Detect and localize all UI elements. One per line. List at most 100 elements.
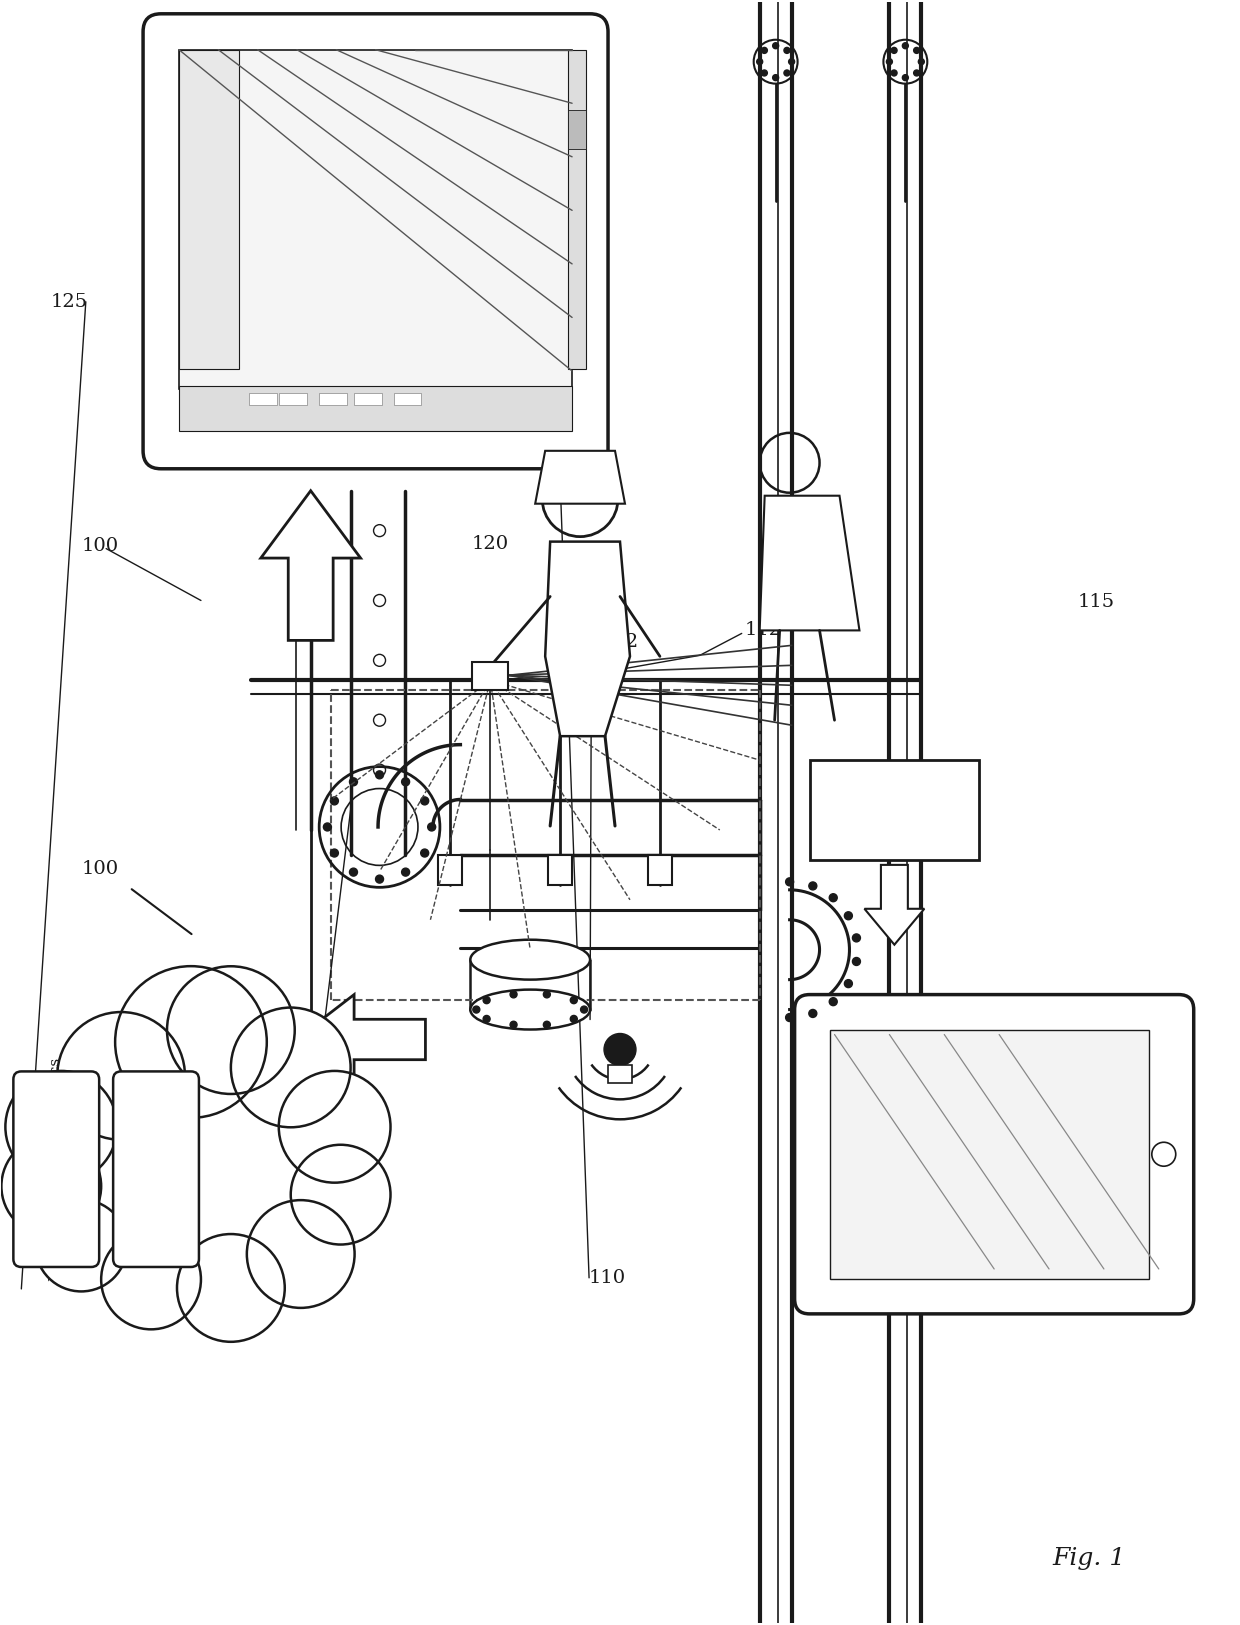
Bar — [649, 855, 672, 886]
Polygon shape — [546, 541, 630, 736]
Circle shape — [808, 882, 817, 891]
Text: 110: 110 — [589, 1269, 626, 1287]
Circle shape — [376, 770, 383, 778]
Circle shape — [887, 58, 893, 65]
Polygon shape — [760, 496, 859, 630]
Bar — [608, 1066, 632, 1084]
FancyBboxPatch shape — [113, 1071, 198, 1268]
FancyBboxPatch shape — [14, 1071, 99, 1268]
Text: 105: 105 — [317, 1076, 353, 1094]
Circle shape — [330, 796, 339, 804]
Circle shape — [231, 1008, 351, 1128]
Circle shape — [773, 75, 779, 81]
Circle shape — [903, 75, 909, 81]
Bar — [439, 855, 463, 886]
Circle shape — [350, 778, 357, 786]
Text: Data Modeling and Analytics: Data Modeling and Analytics — [50, 1058, 63, 1280]
Circle shape — [420, 848, 429, 856]
Polygon shape — [295, 994, 425, 1084]
Circle shape — [786, 1014, 794, 1022]
Circle shape — [472, 1006, 480, 1012]
Bar — [548, 855, 572, 886]
Bar — [393, 393, 422, 405]
Circle shape — [420, 796, 429, 804]
Circle shape — [570, 996, 578, 1004]
Bar — [279, 393, 306, 405]
Circle shape — [102, 1230, 201, 1329]
Circle shape — [914, 47, 920, 54]
Circle shape — [852, 934, 861, 942]
Circle shape — [892, 70, 897, 76]
Circle shape — [844, 980, 852, 988]
Text: 125: 125 — [51, 292, 88, 310]
Bar — [472, 663, 508, 691]
Bar — [179, 387, 572, 431]
Circle shape — [247, 1201, 355, 1308]
Circle shape — [570, 1016, 578, 1022]
Circle shape — [115, 967, 267, 1118]
Circle shape — [543, 1020, 551, 1029]
Circle shape — [808, 1009, 817, 1017]
Circle shape — [510, 991, 517, 998]
Circle shape — [852, 957, 861, 965]
Circle shape — [330, 848, 339, 856]
Polygon shape — [536, 450, 625, 504]
Circle shape — [761, 47, 768, 54]
Circle shape — [914, 70, 920, 76]
Circle shape — [402, 778, 409, 786]
Circle shape — [786, 878, 794, 886]
Circle shape — [773, 42, 779, 49]
Circle shape — [57, 1012, 185, 1139]
Circle shape — [844, 912, 852, 920]
Circle shape — [761, 70, 768, 76]
Circle shape — [35, 1199, 128, 1292]
Circle shape — [784, 47, 790, 54]
Circle shape — [5, 1071, 117, 1183]
Text: Fig. 1: Fig. 1 — [1053, 1547, 1126, 1570]
Circle shape — [543, 991, 551, 998]
Circle shape — [1, 1136, 102, 1237]
Bar — [810, 760, 980, 860]
Polygon shape — [864, 864, 924, 944]
Polygon shape — [260, 491, 361, 640]
Circle shape — [830, 894, 837, 902]
Ellipse shape — [470, 990, 590, 1030]
Circle shape — [324, 822, 331, 830]
Text: 100: 100 — [82, 860, 119, 878]
Circle shape — [919, 58, 924, 65]
Text: 122: 122 — [601, 634, 639, 652]
Ellipse shape — [21, 1050, 361, 1289]
Bar — [319, 393, 347, 405]
Text: Data Connectivity and Ingestion: Data Connectivity and Ingestion — [149, 1045, 162, 1294]
FancyBboxPatch shape — [795, 994, 1194, 1315]
Circle shape — [830, 998, 837, 1006]
Text: 120: 120 — [471, 535, 508, 552]
Text: 100: 100 — [81, 536, 118, 554]
Text: Predictive
Software: Predictive Software — [848, 791, 941, 829]
Circle shape — [177, 1233, 285, 1342]
Text: 115: 115 — [1078, 593, 1115, 611]
Circle shape — [428, 822, 435, 830]
Bar — [179, 50, 572, 388]
Bar — [179, 50, 239, 369]
Circle shape — [903, 42, 909, 49]
Circle shape — [376, 876, 383, 882]
Circle shape — [510, 1020, 517, 1029]
Circle shape — [484, 996, 490, 1004]
Circle shape — [484, 1016, 490, 1022]
Bar — [568, 50, 587, 369]
Circle shape — [167, 967, 295, 1094]
Circle shape — [279, 1071, 391, 1183]
Circle shape — [604, 1034, 636, 1066]
Circle shape — [290, 1144, 391, 1245]
Bar — [249, 393, 277, 405]
Bar — [353, 393, 382, 405]
Text: 130: 130 — [506, 229, 554, 254]
Ellipse shape — [470, 939, 590, 980]
Circle shape — [402, 868, 409, 876]
Circle shape — [350, 868, 357, 876]
FancyBboxPatch shape — [143, 13, 608, 468]
Circle shape — [789, 58, 795, 65]
Bar — [568, 109, 587, 150]
Text: 112: 112 — [745, 621, 782, 639]
